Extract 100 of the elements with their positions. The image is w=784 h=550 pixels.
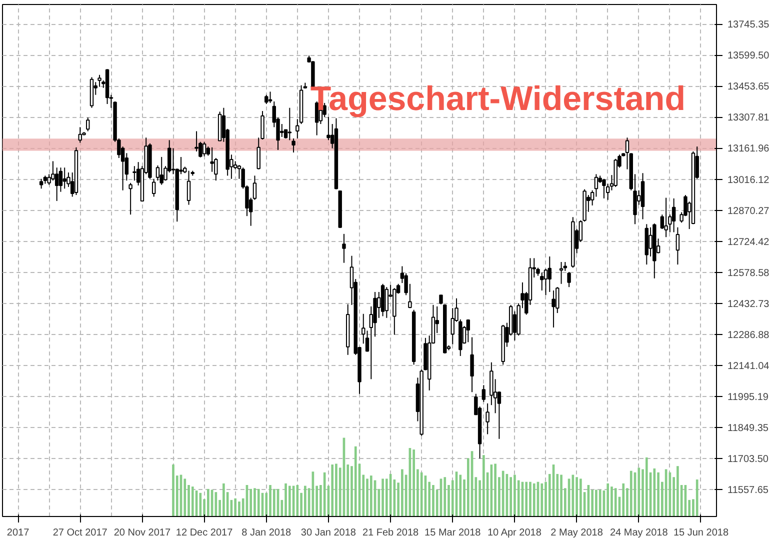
x-tick-label: 15 Jun 2018	[673, 528, 729, 538]
bar	[254, 488, 256, 516]
candlestick	[672, 198, 676, 233]
bar	[653, 468, 656, 516]
bar	[257, 488, 260, 516]
x-tick-label: 24 May 2018	[610, 528, 668, 538]
bar	[598, 490, 602, 516]
x-tick-label: 2 May 2018	[550, 528, 604, 538]
candlestick	[39, 178, 44, 190]
bar	[272, 488, 276, 516]
candlestick	[268, 91, 272, 104]
x-tick-label: 15 Mar 2018	[424, 528, 482, 538]
candlestick	[676, 226, 680, 266]
x-tick-label: 27 Oct 2017	[52, 528, 108, 538]
bar	[382, 478, 384, 516]
candlestick	[486, 402, 490, 435]
bar	[401, 469, 404, 516]
candlestick	[544, 268, 548, 296]
y-tick-label: 11995.19	[728, 392, 769, 403]
bar	[304, 486, 306, 516]
bar	[199, 492, 202, 516]
bar	[296, 484, 299, 516]
bar	[595, 490, 598, 516]
y-tick-label: 13161.96	[728, 144, 770, 155]
y-tick-label: 11557.65	[728, 484, 769, 496]
candlestick	[292, 138, 296, 153]
y-tick-label: 12432.73	[728, 298, 770, 310]
bar	[370, 476, 372, 516]
bar	[207, 488, 210, 516]
x-tick-label: 8 Jan 2018	[242, 528, 292, 538]
bar	[191, 486, 194, 516]
candlestick	[202, 141, 206, 157]
candlestick	[264, 94, 268, 105]
bar	[354, 446, 357, 516]
candlestick	[664, 197, 668, 238]
bar	[250, 488, 252, 516]
bar	[610, 486, 613, 516]
candlestick	[594, 174, 598, 198]
bar	[222, 483, 225, 516]
y-tick-label: 13453.65	[728, 82, 770, 93]
bar	[657, 472, 660, 516]
candlestick	[326, 116, 330, 141]
bar	[529, 482, 532, 516]
bar	[696, 479, 698, 516]
candlestick	[439, 294, 443, 305]
bar	[560, 474, 562, 516]
bar	[606, 483, 610, 516]
candlestick	[78, 126, 82, 144]
bar	[335, 464, 338, 516]
bar	[432, 484, 434, 516]
candlestick	[466, 318, 470, 343]
bar	[172, 464, 174, 516]
bar	[676, 466, 679, 516]
y-tick-label: 13745.35	[728, 20, 770, 31]
candlestick	[86, 117, 90, 132]
candlestick	[384, 286, 389, 318]
bar	[614, 488, 617, 516]
y-tick-label: 12286.88	[728, 330, 770, 341]
x-tick-label: 20 Nov 2017	[114, 528, 171, 538]
y-tick-label: 11849.35	[728, 422, 769, 434]
bar	[630, 470, 632, 516]
candlestick	[98, 74, 102, 88]
candlestick	[152, 178, 156, 198]
bar	[622, 483, 625, 516]
y-tick-label: 13016.12	[728, 174, 770, 186]
bar	[366, 478, 368, 516]
bar	[234, 498, 236, 516]
y-tick-label: 12724.42	[728, 236, 770, 248]
y-tick-label: 13307.81	[728, 112, 770, 124]
bar	[532, 483, 536, 516]
bar	[288, 486, 291, 516]
candlestick	[552, 290, 556, 328]
candlestick	[567, 271, 571, 288]
candlestick	[132, 166, 136, 182]
bar	[482, 455, 485, 516]
candlestick	[210, 146, 214, 172]
candlestick	[160, 156, 164, 186]
y-tick-label: 12578.58	[728, 268, 770, 279]
bar	[238, 502, 240, 516]
candlestick	[602, 178, 606, 199]
bar	[540, 483, 544, 516]
candlestick	[288, 107, 292, 141]
bar	[525, 482, 528, 516]
bar	[269, 484, 272, 516]
bar	[645, 457, 648, 516]
x-tick-label: 10 Apr 2018	[487, 528, 542, 538]
candlestick	[559, 261, 564, 284]
candlestick	[482, 384, 486, 402]
candlestick	[62, 167, 66, 190]
y-tick-label: 13599.50	[728, 50, 770, 62]
bar	[284, 483, 287, 516]
x-tick-label: 30 Jan 2018	[300, 528, 356, 538]
x-tick-label: 2017	[6, 528, 30, 538]
y-tick-label: 12870.27	[728, 206, 770, 217]
candlestick	[186, 170, 191, 206]
bar	[576, 477, 578, 516]
bar	[420, 472, 423, 516]
bar	[580, 478, 582, 516]
bar	[638, 468, 640, 516]
candlestick	[342, 233, 346, 264]
